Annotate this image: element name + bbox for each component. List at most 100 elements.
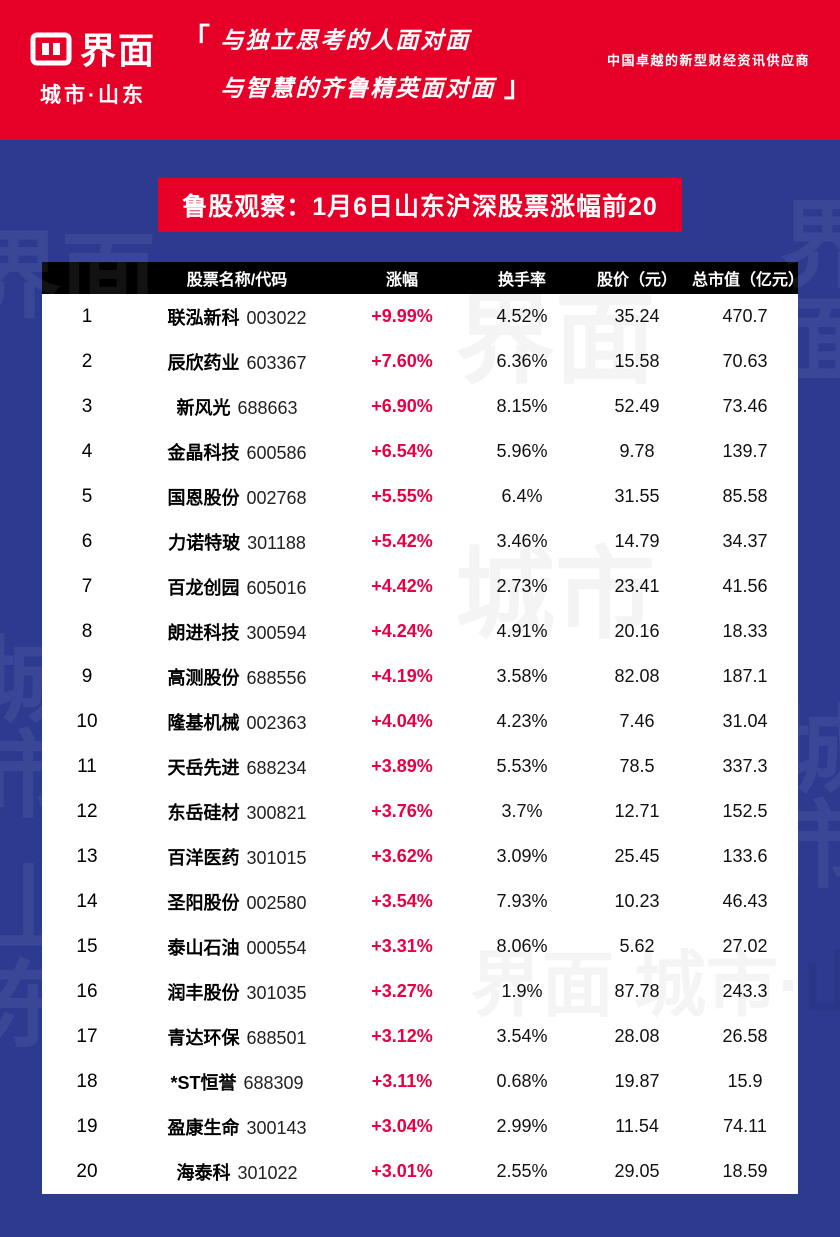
market-cap: 85.58 bbox=[722, 486, 768, 506]
market-cap: 18.59 bbox=[722, 1161, 768, 1181]
stock-name-code: 高测股份 688556 bbox=[132, 664, 342, 690]
market-cap: 243.3 bbox=[722, 981, 768, 1001]
price: 29.05 bbox=[614, 1161, 660, 1181]
table-row: 1 联泓新科 003022 +9.99% 4.52% 35.24 470.7 bbox=[42, 294, 798, 339]
stock-code: 300594 bbox=[246, 622, 307, 643]
market-cap: 15.9 bbox=[727, 1071, 763, 1091]
price: 78.5 bbox=[619, 756, 655, 776]
change-percent: +3.54% bbox=[371, 891, 433, 911]
price: 19.87 bbox=[614, 1071, 660, 1091]
price: 87.78 bbox=[614, 981, 660, 1001]
stock-name-code: *ST恒誉 688309 bbox=[132, 1069, 342, 1095]
stock-code: 301035 bbox=[246, 982, 307, 1003]
price: 10.23 bbox=[614, 891, 660, 911]
stock-code: 603367 bbox=[246, 352, 307, 373]
stock-code: 002580 bbox=[246, 892, 307, 913]
rank: 12 bbox=[76, 800, 98, 822]
market-cap: 337.3 bbox=[722, 756, 768, 776]
stock-name: 百龙创园 bbox=[167, 577, 240, 598]
logo-text: 界面 bbox=[80, 30, 157, 71]
stock-name-code: 力诺特玻 301188 bbox=[132, 529, 342, 555]
col-header-name-code: 股票名称/代码 bbox=[186, 272, 288, 289]
turnover-rate: 2.99% bbox=[496, 1116, 548, 1136]
stock-name-code: 圣阳股份 002580 bbox=[132, 889, 342, 915]
table-row: 10 隆基机械 002363 +4.04% 4.23% 7.46 31.04 bbox=[42, 699, 798, 744]
table-row: 15 泰山石油 000554 +3.31% 8.06% 5.62 27.02 bbox=[42, 924, 798, 969]
stock-code: 688309 bbox=[243, 1072, 304, 1093]
rank: 8 bbox=[81, 620, 93, 642]
stock-name: 青达环保 bbox=[167, 1027, 240, 1048]
stock-name-code: 隆基机械 002363 bbox=[132, 709, 342, 735]
table-header-row: 股票名称/代码 涨幅 换手率 股价（元） 总市值（亿元） bbox=[42, 262, 798, 294]
market-cap: 470.7 bbox=[722, 306, 768, 326]
price: 12.71 bbox=[614, 801, 660, 821]
change-percent: +4.24% bbox=[371, 621, 433, 641]
rank: 2 bbox=[81, 350, 93, 372]
page-title: 鲁股观察：1月6日山东沪深股票涨幅前20 bbox=[158, 178, 682, 232]
turnover-rate: 4.23% bbox=[496, 711, 548, 731]
stock-table-body: 1 联泓新科 003022 +9.99% 4.52% 35.24 470.7 2 辰欣药业 603… bbox=[42, 294, 798, 1194]
stock-name-code: 东岳硅材 300821 bbox=[132, 799, 342, 825]
turnover-rate: 6.36% bbox=[496, 351, 548, 371]
stock-code: 301188 bbox=[247, 532, 306, 553]
stock-name: 盈康生命 bbox=[167, 1117, 240, 1138]
logo-subtitle: 城市·山东 bbox=[40, 83, 146, 107]
header-banner: 界面 城市·山东 「 与独立思考的人面对面 「 与智慧的齐鲁精英面对面 」 中国… bbox=[0, 0, 840, 140]
change-percent: +4.42% bbox=[371, 576, 433, 596]
price: 35.24 bbox=[614, 306, 660, 326]
turnover-rate: 0.68% bbox=[496, 1071, 548, 1091]
price: 82.08 bbox=[614, 666, 660, 686]
turnover-rate: 5.53% bbox=[496, 756, 548, 776]
table-row: 7 百龙创园 605016 +4.42% 2.73% 23.41 41.56 bbox=[42, 564, 798, 609]
price: 9.78 bbox=[619, 441, 655, 461]
turnover-rate: 5.96% bbox=[496, 441, 548, 461]
turnover-rate: 6.4% bbox=[501, 486, 543, 506]
rank: 9 bbox=[81, 665, 93, 687]
turnover-rate: 3.54% bbox=[496, 1026, 548, 1046]
market-cap: 34.37 bbox=[722, 531, 768, 551]
price: 25.45 bbox=[614, 846, 660, 866]
stock-name-code: 泰山石油 000554 bbox=[132, 934, 342, 960]
table-row: 19 盈康生命 300143 +3.04% 2.99% 11.54 74.11 bbox=[42, 1104, 798, 1149]
market-cap: 74.11 bbox=[723, 1116, 767, 1136]
stock-name: 高测股份 bbox=[167, 667, 240, 688]
table-row: 18 *ST恒誉 688309 +3.11% 0.68% 19.87 15.9 bbox=[42, 1059, 798, 1104]
stock-name-code: 新风光 688663 bbox=[132, 394, 342, 420]
change-percent: +6.90% bbox=[371, 396, 433, 416]
stock-code: 688556 bbox=[246, 667, 307, 688]
change-percent: +3.11% bbox=[371, 1071, 433, 1091]
table-row: 4 金晶科技 600586 +6.54% 5.96% 9.78 139.7 bbox=[42, 429, 798, 474]
rank: 11 bbox=[77, 755, 97, 777]
stock-code: 688663 bbox=[237, 397, 298, 418]
stock-name-code: 盈康生命 300143 bbox=[132, 1114, 342, 1140]
change-percent: +3.04% bbox=[371, 1116, 433, 1136]
market-cap: 26.58 bbox=[722, 1026, 768, 1046]
stock-code: 000554 bbox=[246, 937, 307, 958]
stock-code: 300143 bbox=[246, 1117, 307, 1138]
change-percent: +4.19% bbox=[371, 666, 433, 686]
table-row: 9 高测股份 688556 +4.19% 3.58% 82.08 187.1 bbox=[42, 654, 798, 699]
stock-code: 600586 bbox=[246, 442, 307, 463]
table-row: 8 朗进科技 300594 +4.24% 4.91% 20.16 18.33 bbox=[42, 609, 798, 654]
turnover-rate: 4.52% bbox=[496, 306, 548, 326]
stock-table: 股票名称/代码 涨幅 换手率 股价（元） 总市值（亿元） 1 联泓新科 003022… bbox=[42, 262, 798, 1194]
change-percent: +3.76% bbox=[371, 801, 433, 821]
market-cap: 133.6 bbox=[722, 846, 768, 866]
rank: 13 bbox=[76, 845, 98, 867]
market-cap: 187.1 bbox=[722, 666, 768, 686]
change-percent: +7.60% bbox=[371, 351, 433, 371]
change-percent: +3.62% bbox=[371, 846, 433, 866]
price: 52.49 bbox=[614, 396, 660, 416]
rank: 6 bbox=[81, 530, 93, 552]
turnover-rate: 3.58% bbox=[496, 666, 548, 686]
quote-open-bracket: 「 bbox=[182, 23, 213, 55]
stock-name: 润丰股份 bbox=[167, 982, 240, 1003]
stock-code: 688234 bbox=[246, 757, 307, 778]
stock-name-code: 百龙创园 605016 bbox=[132, 574, 342, 600]
change-percent: +5.42% bbox=[371, 531, 433, 551]
stock-name-code: 辰欣药业 603367 bbox=[132, 349, 342, 375]
stock-code: 002363 bbox=[246, 712, 307, 733]
table-row: 12 东岳硅材 300821 +3.76% 3.7% 12.71 152.5 bbox=[42, 789, 798, 834]
market-cap: 152.5 bbox=[722, 801, 768, 821]
stock-code: 301022 bbox=[237, 1162, 298, 1183]
